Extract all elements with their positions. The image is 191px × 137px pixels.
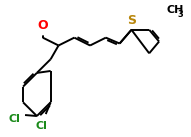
Text: Cl: Cl bbox=[36, 121, 48, 131]
Text: 3: 3 bbox=[178, 10, 184, 19]
Text: S: S bbox=[127, 14, 136, 26]
Circle shape bbox=[10, 115, 18, 123]
Circle shape bbox=[39, 27, 47, 35]
Text: O: O bbox=[37, 19, 48, 32]
Circle shape bbox=[38, 122, 46, 130]
Text: Cl: Cl bbox=[8, 114, 20, 124]
Text: CH: CH bbox=[167, 5, 184, 15]
Circle shape bbox=[128, 20, 135, 28]
